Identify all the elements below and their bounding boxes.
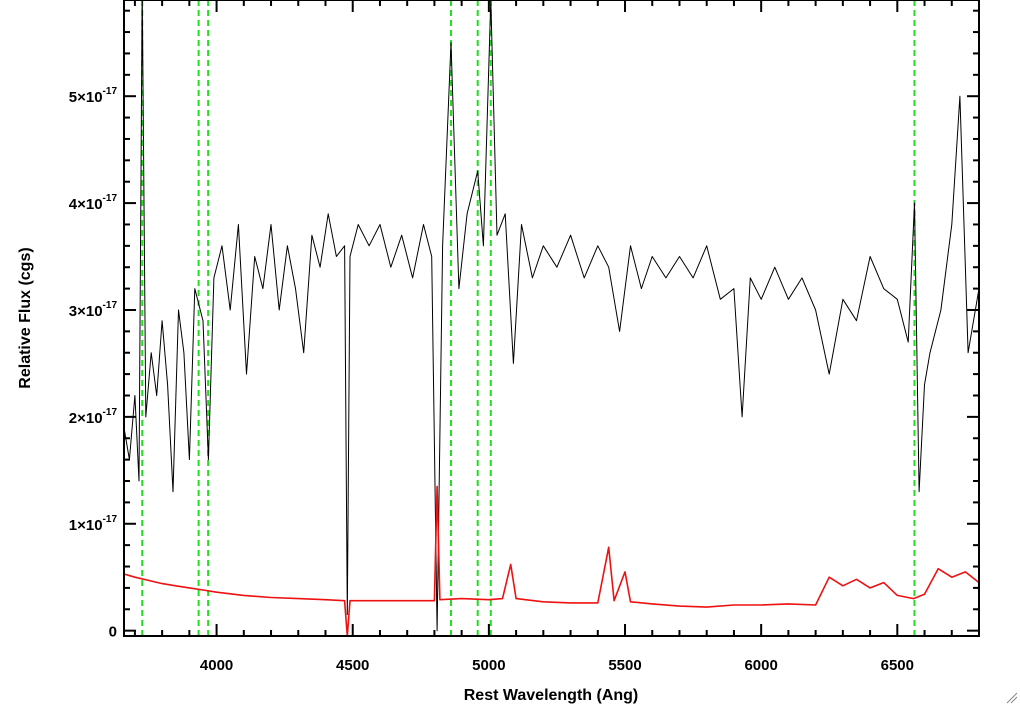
x-tick-label: 5500 [608, 657, 641, 674]
x-axis-title: Rest Wavelength (Ang) [464, 687, 639, 704]
y-tick-label: 4×10-17 [69, 193, 118, 213]
resize-grip-icon [1006, 692, 1018, 704]
y-tick-label: 3×10-17 [69, 300, 118, 320]
y-tick-label: 1×10-17 [69, 514, 118, 534]
series-layer [123, 0, 980, 637]
error-series [123, 485, 980, 637]
y-axis-title: Relative Flux (cgs) [17, 247, 34, 388]
x-tick-label: 6000 [744, 657, 777, 674]
y-tick-label: 0 [109, 624, 117, 641]
y-tick-label: 5×10-17 [69, 86, 118, 106]
reference-lines [141, 0, 916, 636]
y-tick-labels: 0 1×10-17 2×10-17 3×10-17 4×10-17 5×10-17 [69, 86, 118, 640]
x-tick-labels: 4000 4500 5000 5500 6000 6500 [200, 657, 914, 674]
x-tick-label: 5000 [472, 657, 505, 674]
plot-frame [123, 0, 980, 637]
x-tick-label: 4000 [200, 657, 233, 674]
x-tick-label: 6500 [881, 657, 914, 674]
spectrum-series [123, 0, 980, 632]
x-tick-label: 4500 [336, 657, 369, 674]
axis-ticks [124, 0, 980, 636]
y-tick-label: 2×10-17 [69, 407, 118, 427]
